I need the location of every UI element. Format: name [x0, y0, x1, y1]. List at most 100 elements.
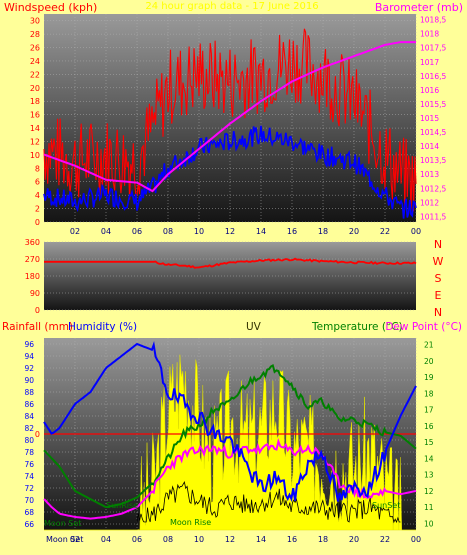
humidity-ytick-label: 88 — [24, 388, 34, 397]
humidity-ytick-label: 66 — [24, 520, 34, 529]
barometer-ytick-label: 1016 — [420, 86, 439, 95]
humidity-line — [43, 340, 417, 503]
direction-ytick-label: 270 — [25, 255, 40, 264]
barometer-ytick-label: 1013 — [420, 170, 439, 179]
wind-xtick-label: 10 — [194, 227, 204, 236]
wind-ytick-label: 24 — [30, 57, 40, 66]
temperature-ytick-label: 15 — [424, 438, 434, 447]
wind-xtick-label: 00 — [411, 227, 421, 236]
wind-series — [43, 28, 417, 219]
sunset-annotation: SunSet — [372, 501, 400, 510]
temperature-ytick-label: 20 — [424, 357, 434, 366]
wind-xtick-label: 12 — [225, 227, 235, 236]
wind-ytick-label: 16 — [30, 111, 40, 120]
wind-ytick-label: 26 — [30, 44, 40, 53]
temp-xtick-label: 10 — [194, 535, 204, 544]
gust-line — [43, 28, 417, 213]
rainfall-tick-label: 0 — [35, 430, 40, 439]
humidity-ytick-label: 76 — [24, 460, 34, 469]
humidity-ytick-label: 82 — [24, 424, 34, 433]
humidity-ytick-label: 80 — [24, 436, 34, 445]
barometer-ylabel: Barometer (mb) — [375, 1, 463, 14]
temperature-ytick-label: 16 — [424, 422, 434, 431]
wind-ytick-label: 8 — [35, 164, 40, 173]
compass-label: S — [435, 272, 442, 285]
temp-xtick-label: 20 — [349, 535, 359, 544]
temperature-ytick-label: 10 — [424, 519, 434, 528]
humidity-ytick-label: 86 — [24, 400, 34, 409]
wind-ytick-label: 22 — [30, 70, 40, 79]
temperature-label: Temperature (°C) — [311, 321, 403, 333]
temp-xtick-label: 08 — [163, 535, 173, 544]
humidity-ytick-label: 78 — [24, 448, 34, 457]
temp-xtick-label: 04 — [101, 535, 111, 544]
temp-xtick-label: 16 — [287, 535, 297, 544]
temp-series — [43, 340, 417, 520]
temperature-ytick-label: 19 — [424, 373, 434, 382]
wind-xtick-label: 20 — [349, 227, 359, 236]
barometer-ytick-label: 1014,5 — [420, 128, 446, 137]
wind-ytick-label: 12 — [30, 137, 40, 146]
moon-set-annotation: Moon Set — [44, 519, 81, 528]
compass-label: W — [433, 255, 444, 268]
temperature-ytick-label: 17 — [424, 406, 434, 415]
direction-line — [44, 257, 417, 269]
barometer-ytick-label: 1015,5 — [420, 100, 446, 109]
uv-label: UV — [246, 321, 262, 333]
barometer-ytick-label: 1015 — [420, 114, 439, 123]
temperature-line — [43, 364, 417, 509]
humidity-ytick-label: 70 — [24, 496, 34, 505]
moon-set-axis-annotation: Moon Set — [46, 535, 83, 544]
wind-ylabel: Windspeed (kph) — [4, 1, 97, 14]
direction-ytick-label: 180 — [25, 272, 40, 281]
wind-ytick-label: 6 — [35, 178, 40, 187]
barometer-ytick-label: 1012,5 — [420, 184, 446, 193]
compass-label: N — [434, 306, 442, 319]
barometer-line — [43, 41, 416, 193]
wind-ytick-label: 2 — [35, 205, 40, 214]
wind-xtick-label: 06 — [132, 227, 142, 236]
temp-xtick-label: 00 — [411, 535, 421, 544]
temp-xtick-label: 06 — [132, 535, 142, 544]
wind-xtick-label: 08 — [163, 227, 173, 236]
temp-axes: 66 68 70 72 74 76 78 80 82 84 86 88 90 92 94 96 10 11 12 13… — [24, 340, 433, 544]
temperature-ytick-label: 12 — [424, 487, 434, 496]
wind-axes: 0246810121416182022242628301011,51012101… — [30, 16, 447, 236]
wind-xtick-label: 02 — [70, 227, 80, 236]
temperature-ytick-label: 11 — [424, 503, 434, 512]
direction-ytick-label: 90 — [30, 289, 40, 298]
humidity-ytick-label: 94 — [24, 352, 34, 361]
moon-rise-annotation: Moon Rise — [170, 518, 211, 527]
humidity-ytick-label: 96 — [24, 340, 34, 349]
wind-ytick-label: 0 — [35, 218, 40, 227]
barometer-ytick-label: 1018,5 — [420, 16, 446, 25]
wind-ytick-label: 28 — [30, 30, 40, 39]
barometer-ytick-label: 1017,5 — [420, 44, 446, 53]
wind-ytick-label: 14 — [30, 124, 40, 133]
wind-barometer-chart: 0246810121416182022242628301011,51012101… — [4, 1, 463, 236]
sunrise-annotation: SunRise — [106, 501, 138, 510]
direction-ytick-label: 360 — [25, 238, 40, 247]
humidity-ytick-label: 68 — [24, 508, 34, 517]
dewpoint-line — [43, 437, 417, 520]
rainfall-label: Rainfall (mm) — [2, 321, 73, 333]
barometer-ytick-label: 1013,5 — [420, 156, 446, 165]
wind-xtick-label: 14 — [256, 227, 266, 236]
solar-line — [136, 481, 401, 524]
wind-ytick-label: 30 — [30, 17, 40, 26]
barometer-ytick-label: 1014 — [420, 142, 439, 151]
barometer-ytick-label: 1017 — [420, 58, 439, 67]
wind-xtick-label: 16 — [287, 227, 297, 236]
humidity-ytick-label: 72 — [24, 484, 34, 493]
temp-humidity-chart: 66 68 70 72 74 76 78 80 82 84 86 88 90 92 94 96 10 11 12 13… — [2, 321, 462, 544]
wind-ytick-label: 10 — [30, 151, 40, 160]
dewpoint-label: Dew Point (°C) — [385, 321, 462, 333]
temperature-ytick-label: 18 — [424, 389, 434, 398]
barometer-ytick-label: 1016,5 — [420, 72, 446, 81]
wind-ytick-label: 18 — [30, 97, 40, 106]
humidity-ytick-label: 74 — [24, 472, 34, 481]
humidity-ytick-label: 84 — [24, 412, 34, 421]
